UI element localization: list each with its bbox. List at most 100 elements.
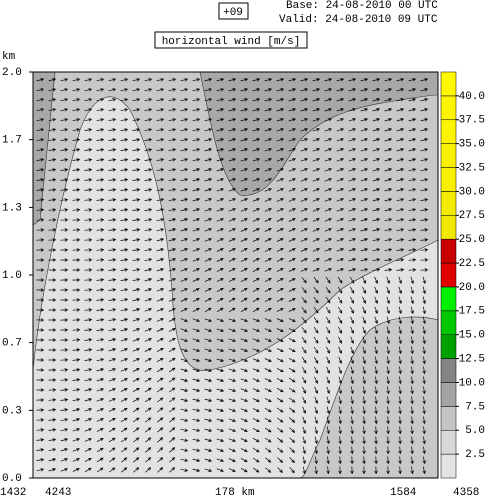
wind-arrow [240, 168, 248, 172]
wind-arrow [36, 348, 45, 352]
wind-arrow [350, 436, 354, 445]
wind-arrow [228, 178, 236, 182]
wind-arrow [168, 407, 176, 413]
wind-arrow [168, 98, 177, 102]
wind-arrow [336, 88, 345, 92]
wind-arrow [326, 396, 330, 404]
wind-arrow [216, 277, 224, 282]
wind-arrow [240, 227, 248, 232]
wind-arrow [398, 416, 402, 425]
wind-arrow [156, 128, 165, 132]
wind-arrow [72, 457, 80, 462]
wind-arrow [204, 247, 212, 252]
wind-arrow [288, 397, 296, 403]
wind-arrow [204, 378, 213, 382]
wind-arrow [145, 467, 152, 473]
wind-arrow [228, 388, 236, 392]
wind-arrow [288, 328, 296, 333]
wind-arrow [72, 318, 81, 322]
plot-area [32, 71, 439, 479]
wind-arrow [84, 437, 92, 442]
wind-arrow [108, 268, 117, 272]
wind-arrow [48, 238, 57, 242]
wind-arrow [312, 128, 320, 132]
wind-arrow [252, 388, 260, 393]
wind-arrow [48, 178, 57, 182]
wind-arrow [192, 468, 201, 472]
wind-arrow [362, 376, 366, 385]
wind-arrow [288, 307, 296, 312]
wind-arrow [325, 276, 331, 284]
wind-arrow [420, 158, 429, 162]
wind-arrow [204, 188, 213, 192]
wind-arrow [72, 138, 81, 142]
wind-arrow [108, 188, 117, 192]
wind-arrow [252, 88, 261, 92]
wind-arrow [314, 366, 319, 374]
wind-arrow [313, 306, 319, 314]
wind-arrow [60, 188, 69, 192]
wind-arrow [72, 467, 80, 472]
wind-arrow [96, 358, 105, 362]
wind-arrow [96, 208, 105, 212]
wind-arrow [312, 108, 321, 112]
wind-arrow [132, 357, 140, 362]
wind-arrow [264, 277, 272, 283]
wind-arrow [252, 267, 260, 273]
wind-arrow [336, 98, 345, 102]
wind-arrow [72, 288, 81, 292]
wind-arrow [228, 247, 236, 252]
wind-arrow [36, 378, 45, 382]
wind-arrow [252, 437, 260, 443]
wind-arrow [48, 218, 57, 222]
wind-arrow [48, 268, 57, 272]
wind-arrow [216, 348, 224, 352]
wind-arrow [60, 158, 69, 162]
wind-arrow [132, 328, 140, 332]
wind-arrow [350, 406, 354, 415]
wind-arrow [289, 407, 296, 413]
wind-arrow [302, 426, 307, 434]
wind-arrow [264, 177, 272, 182]
wind-arrow [228, 108, 237, 112]
wind-arrow [168, 258, 176, 262]
wind-arrow [410, 386, 414, 395]
wind-arrow [338, 446, 342, 455]
wind-arrow [204, 297, 212, 303]
wind-arrow [301, 316, 307, 324]
wind-arrow [360, 258, 369, 262]
wind-arrow [72, 298, 81, 302]
wind-arrow [360, 148, 368, 152]
wind-arrow [350, 366, 354, 374]
wind-arrow [384, 198, 393, 202]
wind-arrow [420, 88, 429, 92]
wind-arrow [120, 288, 129, 292]
colorbar-segment [440, 429, 457, 455]
wind-arrow [420, 78, 429, 82]
wind-arrow [156, 377, 164, 383]
wind-arrow [288, 267, 296, 272]
x-label: 178 km [215, 487, 255, 499]
wind-arrow [410, 316, 414, 325]
wind-arrow [144, 278, 153, 282]
wind-arrow [360, 228, 369, 232]
chart-title: horizontal wind [m/s] [162, 36, 301, 48]
wind-arrow [276, 247, 284, 252]
wind-arrow [276, 348, 284, 353]
wind-arrow [228, 148, 237, 152]
wind-arrow [252, 307, 260, 313]
wind-arrow [96, 158, 105, 162]
wind-arrow [48, 298, 57, 302]
wind-arrow [408, 268, 417, 272]
wind-arrow [192, 398, 201, 402]
wind-arrow [324, 98, 333, 102]
wind-arrow [240, 448, 248, 453]
wind-arrow [372, 108, 381, 112]
wind-arrow [302, 386, 307, 394]
wind-arrow [420, 118, 429, 122]
wind-arrow [168, 108, 177, 112]
wind-arrow [386, 436, 390, 445]
wind-arrow [240, 398, 248, 403]
wind-arrow [252, 187, 260, 192]
wind-arrow [398, 336, 402, 345]
